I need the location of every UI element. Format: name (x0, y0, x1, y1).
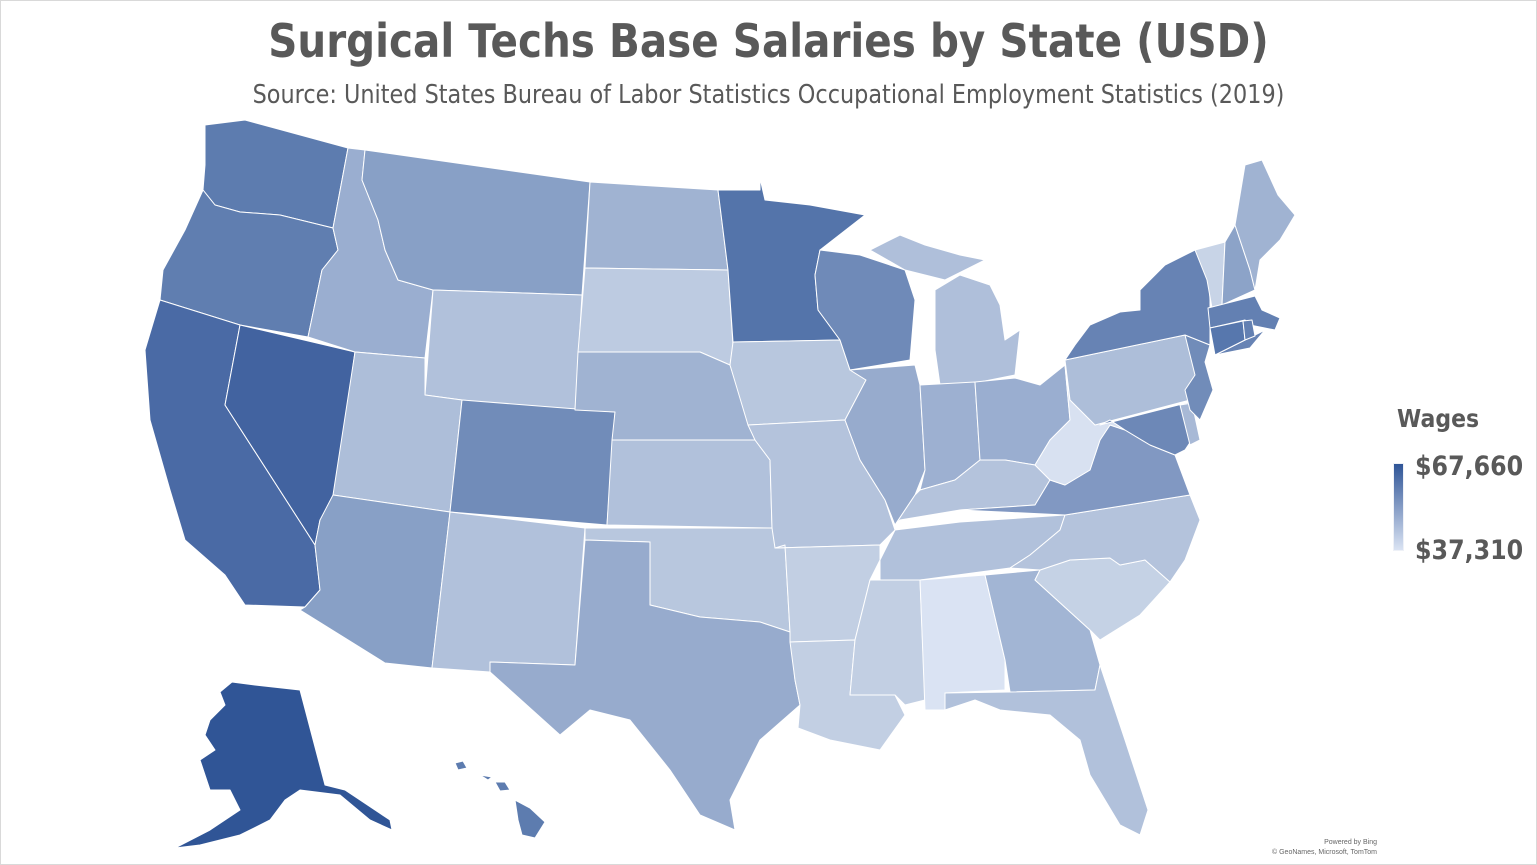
state-kansas (606, 439, 773, 529)
state-arizona (299, 494, 451, 669)
state-michigan (869, 234, 1021, 386)
legend-min-label: $37,310 (1415, 535, 1524, 566)
chart-subtitle: Source: United States Bureau of Labor St… (252, 80, 1285, 110)
state-new-jersey (1184, 334, 1214, 421)
chart-title: Surgical Techs Base Salaries by State (U… (268, 14, 1269, 68)
legend-gradient-bar (1393, 463, 1404, 551)
map-attribution: Powered by Bing © GeoNames, Microsoft, T… (1272, 838, 1377, 858)
state-texas (489, 539, 801, 831)
state-hawaii (454, 760, 546, 839)
state-wyoming (424, 289, 583, 413)
state-wisconsin (814, 249, 916, 371)
attribution-powered-by: Powered by Bing (1324, 839, 1377, 846)
state-rhode-island (1242, 319, 1256, 341)
state-new-mexico (431, 511, 586, 673)
attribution-copyright: © GeoNames, Microsoft, TomTom (1272, 849, 1377, 856)
state-north-dakota (584, 181, 729, 271)
state-alaska (174, 681, 393, 849)
legend-max-label: $67,660 (1415, 451, 1524, 482)
state-colorado (449, 399, 616, 526)
state-north-carolina (1009, 494, 1201, 583)
legend-title: Wages (1397, 404, 1480, 433)
state-maine (1234, 159, 1296, 291)
state-south-dakota (577, 267, 734, 366)
state-montana (361, 149, 591, 296)
state-florida (944, 664, 1149, 836)
